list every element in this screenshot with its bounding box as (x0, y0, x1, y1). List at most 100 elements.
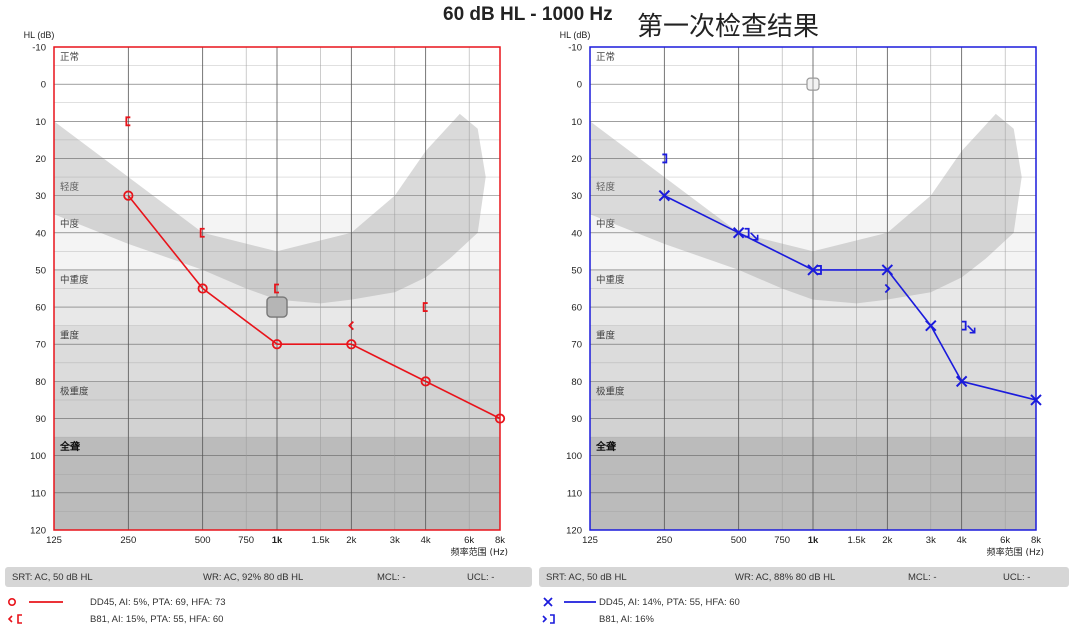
speech-banana (54, 113, 486, 304)
mcl-value: MCL: - (908, 572, 937, 583)
y-tick-label: 120 (566, 526, 582, 537)
bc-point (199, 227, 205, 238)
legend-text: B81, AI: 15%, PTA: 55, HFA: 60 (90, 614, 224, 625)
severity-label: 正常 (596, 51, 615, 63)
y-tick-label: 50 (571, 265, 582, 276)
x-tick-label: 8k (495, 535, 505, 546)
header: 60 dB HL - 1000 Hz 第一次检查结果 (0, 0, 1080, 42)
x-axis-label: 频率范围 (Hz) (451, 546, 508, 558)
y-tick-label: 30 (571, 191, 582, 202)
y-tick-label: 10 (35, 117, 46, 128)
ac-point (420, 376, 431, 387)
x-tick-label: 3k (926, 535, 936, 546)
x-tick-label: 500 (731, 535, 747, 546)
bc-point (274, 283, 279, 294)
srt-value: SRT: AC, 50 dB HL (12, 572, 93, 583)
legend-text: DD45, AI: 14%, PTA: 55, HFA: 60 (599, 597, 740, 608)
bc-point (125, 116, 131, 127)
wr-value: WR: AC, 88% 80 dB HL (735, 572, 836, 583)
x-tick-label: 2k (882, 535, 892, 546)
y-axis-label: HL (dB) (560, 30, 591, 40)
ac-point (955, 375, 968, 388)
x-tick-label: 3k (390, 535, 400, 546)
y-tick-label: 70 (571, 340, 582, 351)
legend-left-ac: DD45, AI: 14%, PTA: 55, HFA: 60 (540, 596, 840, 610)
severity-label: 中重度 (60, 274, 89, 286)
y-tick-label: 20 (35, 154, 46, 165)
x-tick-label: 2k (346, 535, 356, 546)
y-tick-label: -10 (32, 43, 46, 54)
no-response-arrow (750, 232, 759, 241)
x-axis-label: 频率范围 (Hz) (987, 546, 1044, 558)
y-tick-label: 110 (31, 488, 46, 499)
severity-label: 重度 (60, 330, 80, 342)
severity-label: 重度 (596, 330, 616, 342)
y-tick-label: 90 (571, 414, 582, 425)
legend-right-bc: B81, AI: 15%, PTA: 55, HFA: 60 (5, 613, 305, 627)
x-tick-label: 6k (464, 535, 474, 546)
legend-left-bc: B81, AI: 16% (540, 613, 840, 627)
srt-value: SRT: AC, 50 dB HL (546, 572, 627, 583)
legend-right-ac: DD45, AI: 5%, PTA: 69, HFA: 73 (5, 596, 305, 610)
bracket-symbol (7, 614, 22, 624)
speech-banana (590, 113, 1022, 304)
y-tick-label: -10 (568, 43, 582, 54)
x-tick-label: 750 (238, 535, 254, 546)
ac-point (732, 227, 745, 239)
severity-label: 极重度 (60, 385, 89, 397)
x-tick-label: 125 (46, 535, 62, 546)
audiogram-left-ear: 正常轻度中度中重度重度极重度全聋 -10 0 10 20 30 40 50 60 70 80 90 10… (560, 30, 1044, 558)
results-bar-left: SRT: AC, 50 dB HL WR: AC, 88% 80 dB HL M… (539, 567, 1069, 587)
severity-label: 全聋 (595, 440, 616, 453)
stimulus-marker (266, 296, 288, 318)
x-tick-label: 250 (656, 535, 672, 546)
audiogram-right-ear: 正常轻度中度中重度重度极重度全聋 -10 0 10 20 30 40 50 60 70 80 90 10… (24, 30, 508, 558)
ac-point (494, 413, 506, 424)
x-tick-label: 8k (1031, 535, 1041, 546)
legend-text: B81, AI: 16% (599, 614, 654, 625)
severity-label: 极重度 (596, 385, 625, 397)
page-title: 第一次检查结果 (637, 12, 820, 42)
y-tick-label: 80 (35, 377, 46, 388)
y-tick-label: 30 (35, 191, 46, 202)
severity-label: 中重度 (596, 274, 625, 286)
bc-point (884, 283, 891, 294)
x-tick-label: 750 (774, 535, 790, 546)
y-axis-label: HL (dB) (24, 30, 55, 40)
x-line-symbol (543, 597, 596, 607)
legend-text: DD45, AI: 5%, PTA: 69, HFA: 73 (90, 597, 226, 608)
severity-label: 全聋 (59, 440, 80, 453)
y-tick-label: 100 (30, 451, 46, 462)
y-tick-label: 60 (571, 303, 582, 314)
severity-label: 轻度 (596, 181, 616, 193)
severity-label: 中度 (596, 218, 616, 230)
y-tick-label: 80 (571, 377, 582, 388)
severity-label: 中度 (60, 218, 80, 230)
bc-point (961, 320, 967, 331)
results-bar-right: SRT: AC, 50 dB HL WR: AC, 92% 80 dB HL M… (5, 567, 532, 587)
y-tick-label: 120 (30, 526, 46, 537)
y-tick-label: 0 (41, 80, 46, 91)
y-tick-label: 90 (35, 414, 46, 425)
bc-point (744, 227, 750, 238)
circle-line-symbol (7, 597, 63, 607)
plot-frame (53, 46, 501, 531)
series-line-ac (127, 195, 501, 420)
x-tick-label: 4k (957, 535, 967, 546)
ucl-value: UCL: - (1003, 572, 1031, 583)
wr-value: WR: AC, 92% 80 dB HL (203, 572, 304, 583)
x-tick-label: 1k (272, 535, 283, 546)
bc-point (817, 265, 822, 275)
x-tick-label: 1.5k (311, 535, 329, 546)
ac-point (1030, 394, 1042, 406)
y-tick-label: 100 (566, 451, 582, 462)
plot-frame (589, 46, 1037, 531)
signal-readout: 60 dB HL - 1000 Hz (443, 4, 613, 25)
bc-point (662, 153, 668, 164)
y-tick-label: 50 (35, 265, 46, 276)
y-tick-label: 40 (35, 228, 46, 239)
mcl-value: MCL: - (377, 572, 406, 583)
ac-point (123, 190, 134, 201)
y-tick-label: 20 (571, 154, 582, 165)
ac-point (807, 264, 819, 276)
